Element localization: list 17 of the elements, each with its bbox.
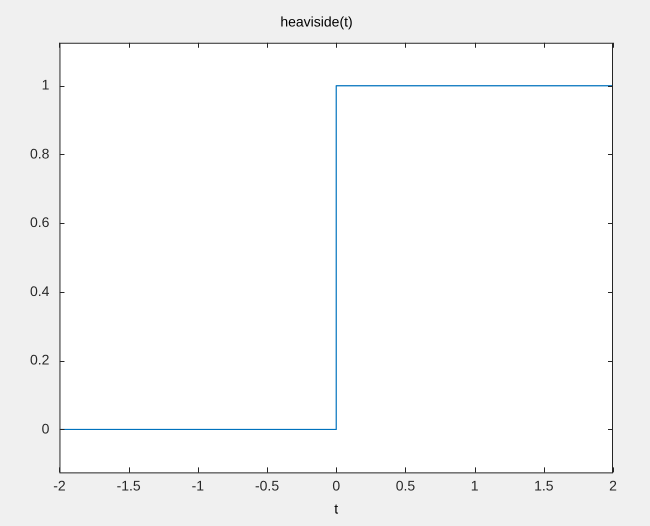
x-tick-label: -0.5 [254, 478, 280, 494]
x-tick-label: 1 [470, 478, 479, 494]
y-tick-label: 0.2 [30, 352, 50, 368]
y-tick-label: 0.4 [30, 282, 50, 299]
y-tick-label: 1 [42, 76, 50, 93]
x-axis-title: t [334, 500, 338, 516]
x-tick-label: -2 [53, 478, 66, 494]
y-tick-label: 0.6 [30, 214, 50, 230]
x-tick-label: 0 [332, 478, 340, 494]
x-tick-label: -1.5 [116, 478, 141, 494]
x-tick-label: 1.5 [534, 478, 554, 494]
chart-title: heaviside(t) [280, 13, 353, 30]
x-tick-label: 2 [609, 478, 618, 494]
x-tick-label: 0.5 [396, 478, 416, 494]
y-tick-label: 0 [42, 420, 50, 436]
x-tick-label: -1 [192, 478, 204, 494]
y-tick-label: 0.8 [30, 145, 50, 162]
